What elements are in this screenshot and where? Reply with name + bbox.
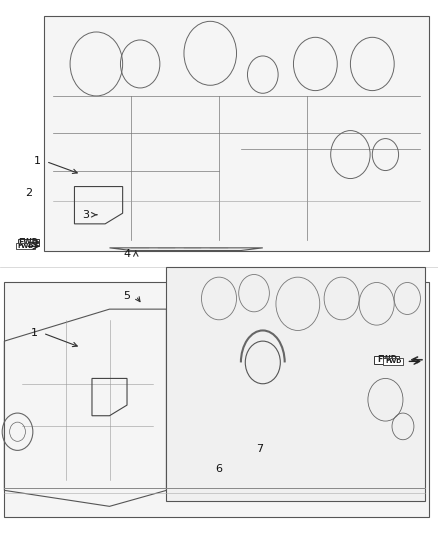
- Text: 2: 2: [25, 188, 32, 198]
- Bar: [166, 266, 425, 501]
- Bar: [18, 239, 39, 246]
- Bar: [383, 358, 403, 365]
- Text: 6: 6: [215, 464, 223, 474]
- Text: FWD: FWD: [17, 244, 34, 249]
- Text: 1: 1: [34, 157, 41, 166]
- Text: 7: 7: [256, 444, 263, 454]
- Bar: [44, 16, 429, 251]
- Bar: [16, 243, 35, 249]
- Text: FWD: FWD: [18, 238, 39, 247]
- Text: FWD: FWD: [377, 356, 397, 364]
- Text: 4: 4: [124, 249, 131, 259]
- Text: 1: 1: [31, 328, 38, 338]
- Text: 5: 5: [124, 291, 131, 301]
- Text: FWD: FWD: [385, 359, 402, 364]
- Bar: [374, 356, 399, 364]
- Bar: [4, 282, 429, 517]
- Text: 3: 3: [82, 210, 89, 220]
